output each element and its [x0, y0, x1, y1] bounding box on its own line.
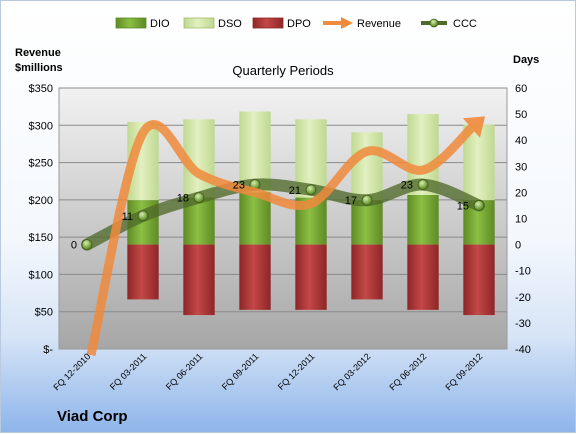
ccc-marker: [305, 184, 317, 196]
right-tick-label: -30: [515, 318, 531, 330]
bar-dpo: [239, 244, 271, 310]
left-axis-title: Revenue: [15, 47, 61, 59]
x-tick-label: FQ 03-2011: [108, 351, 149, 392]
ccc-data-label: 23: [233, 180, 245, 192]
legend-swatch-dpo: [252, 17, 284, 29]
left-tick-label: $300: [29, 120, 53, 132]
ccc-data-label: 18: [177, 193, 189, 205]
left-axis-title: $millions: [15, 62, 63, 74]
left-tick-label: $250: [29, 158, 53, 170]
right-tick-label: 20: [515, 187, 527, 199]
ccc-data-label: 11: [122, 211, 133, 223]
bar-dio: [351, 200, 383, 245]
ccc-marker: [417, 179, 429, 190]
legend-label: DSO: [218, 18, 242, 30]
ccc-data-label: 0: [71, 240, 77, 252]
x-tick-label: FQ 12-2010: [51, 351, 92, 392]
right-tick-label: -10: [515, 266, 531, 278]
x-tick-label: FQ 09-2012: [443, 351, 484, 392]
right-tick-label: 60: [515, 83, 527, 95]
right-tick-label: 10: [515, 214, 527, 226]
chart-title: Quarterly Periods: [232, 63, 334, 78]
bar-dio: [239, 192, 271, 245]
bar-dso: [351, 132, 383, 201]
bar-dpo: [127, 244, 159, 300]
x-tick-label: FQ 06-2012: [387, 351, 428, 392]
ccc-marker: [81, 239, 93, 251]
bar-dpo: [407, 244, 439, 310]
left-tick-label: $200: [29, 195, 53, 207]
revenue-arrowhead: [462, 116, 486, 138]
legend-swatch-dso: [183, 17, 215, 29]
bar-dio: [407, 195, 439, 245]
ccc-data-label: 15: [457, 200, 469, 212]
ccc-data-label: 21: [289, 185, 301, 197]
right-tick-label: 0: [515, 240, 521, 252]
x-tick-label: FQ 09-2011: [220, 351, 261, 392]
legend-swatch-ccc-marker: [429, 18, 439, 28]
right-tick-label: 40: [515, 135, 527, 147]
company-name: Viad Corp: [57, 408, 128, 425]
left-tick-label: $350: [29, 83, 53, 95]
left-tick-label: $50: [35, 307, 53, 319]
bar-dpo: [463, 244, 495, 316]
ccc-marker: [361, 194, 373, 206]
x-tick-label: FQ 03-2012: [331, 351, 372, 392]
ccc-data-label: 23: [401, 180, 413, 192]
ccc-marker: [137, 210, 149, 222]
right-tick-label: 50: [515, 109, 527, 121]
right-axis-title: Days: [513, 54, 539, 66]
right-tick-label: 30: [515, 161, 527, 173]
legend-label: DIO: [150, 18, 170, 30]
bar-dpo: [183, 244, 215, 316]
left-tick-label: $-: [43, 344, 53, 356]
legend-swatch-revenue-arrow: [341, 17, 353, 29]
left-tick-label: $100: [29, 269, 53, 281]
right-tick-label: -40: [515, 344, 531, 356]
revenue-line: [86, 120, 475, 357]
left-tick-label: $150: [29, 232, 53, 244]
right-tick-label: -20: [515, 292, 531, 304]
legend-label: CCC: [453, 18, 477, 30]
ccc-marker: [473, 200, 485, 211]
ccc-data-label: 17: [345, 195, 357, 207]
legend-label: Revenue: [357, 18, 401, 30]
bar-dpo: [351, 244, 383, 300]
legend-label: DPO: [287, 18, 311, 30]
legend-swatch-dio: [115, 17, 147, 29]
ccc-marker: [193, 192, 205, 204]
x-tick-label: FQ 12-2011: [276, 351, 317, 392]
x-tick-label: FQ 06-2011: [164, 351, 205, 392]
bar-dpo: [295, 244, 327, 310]
